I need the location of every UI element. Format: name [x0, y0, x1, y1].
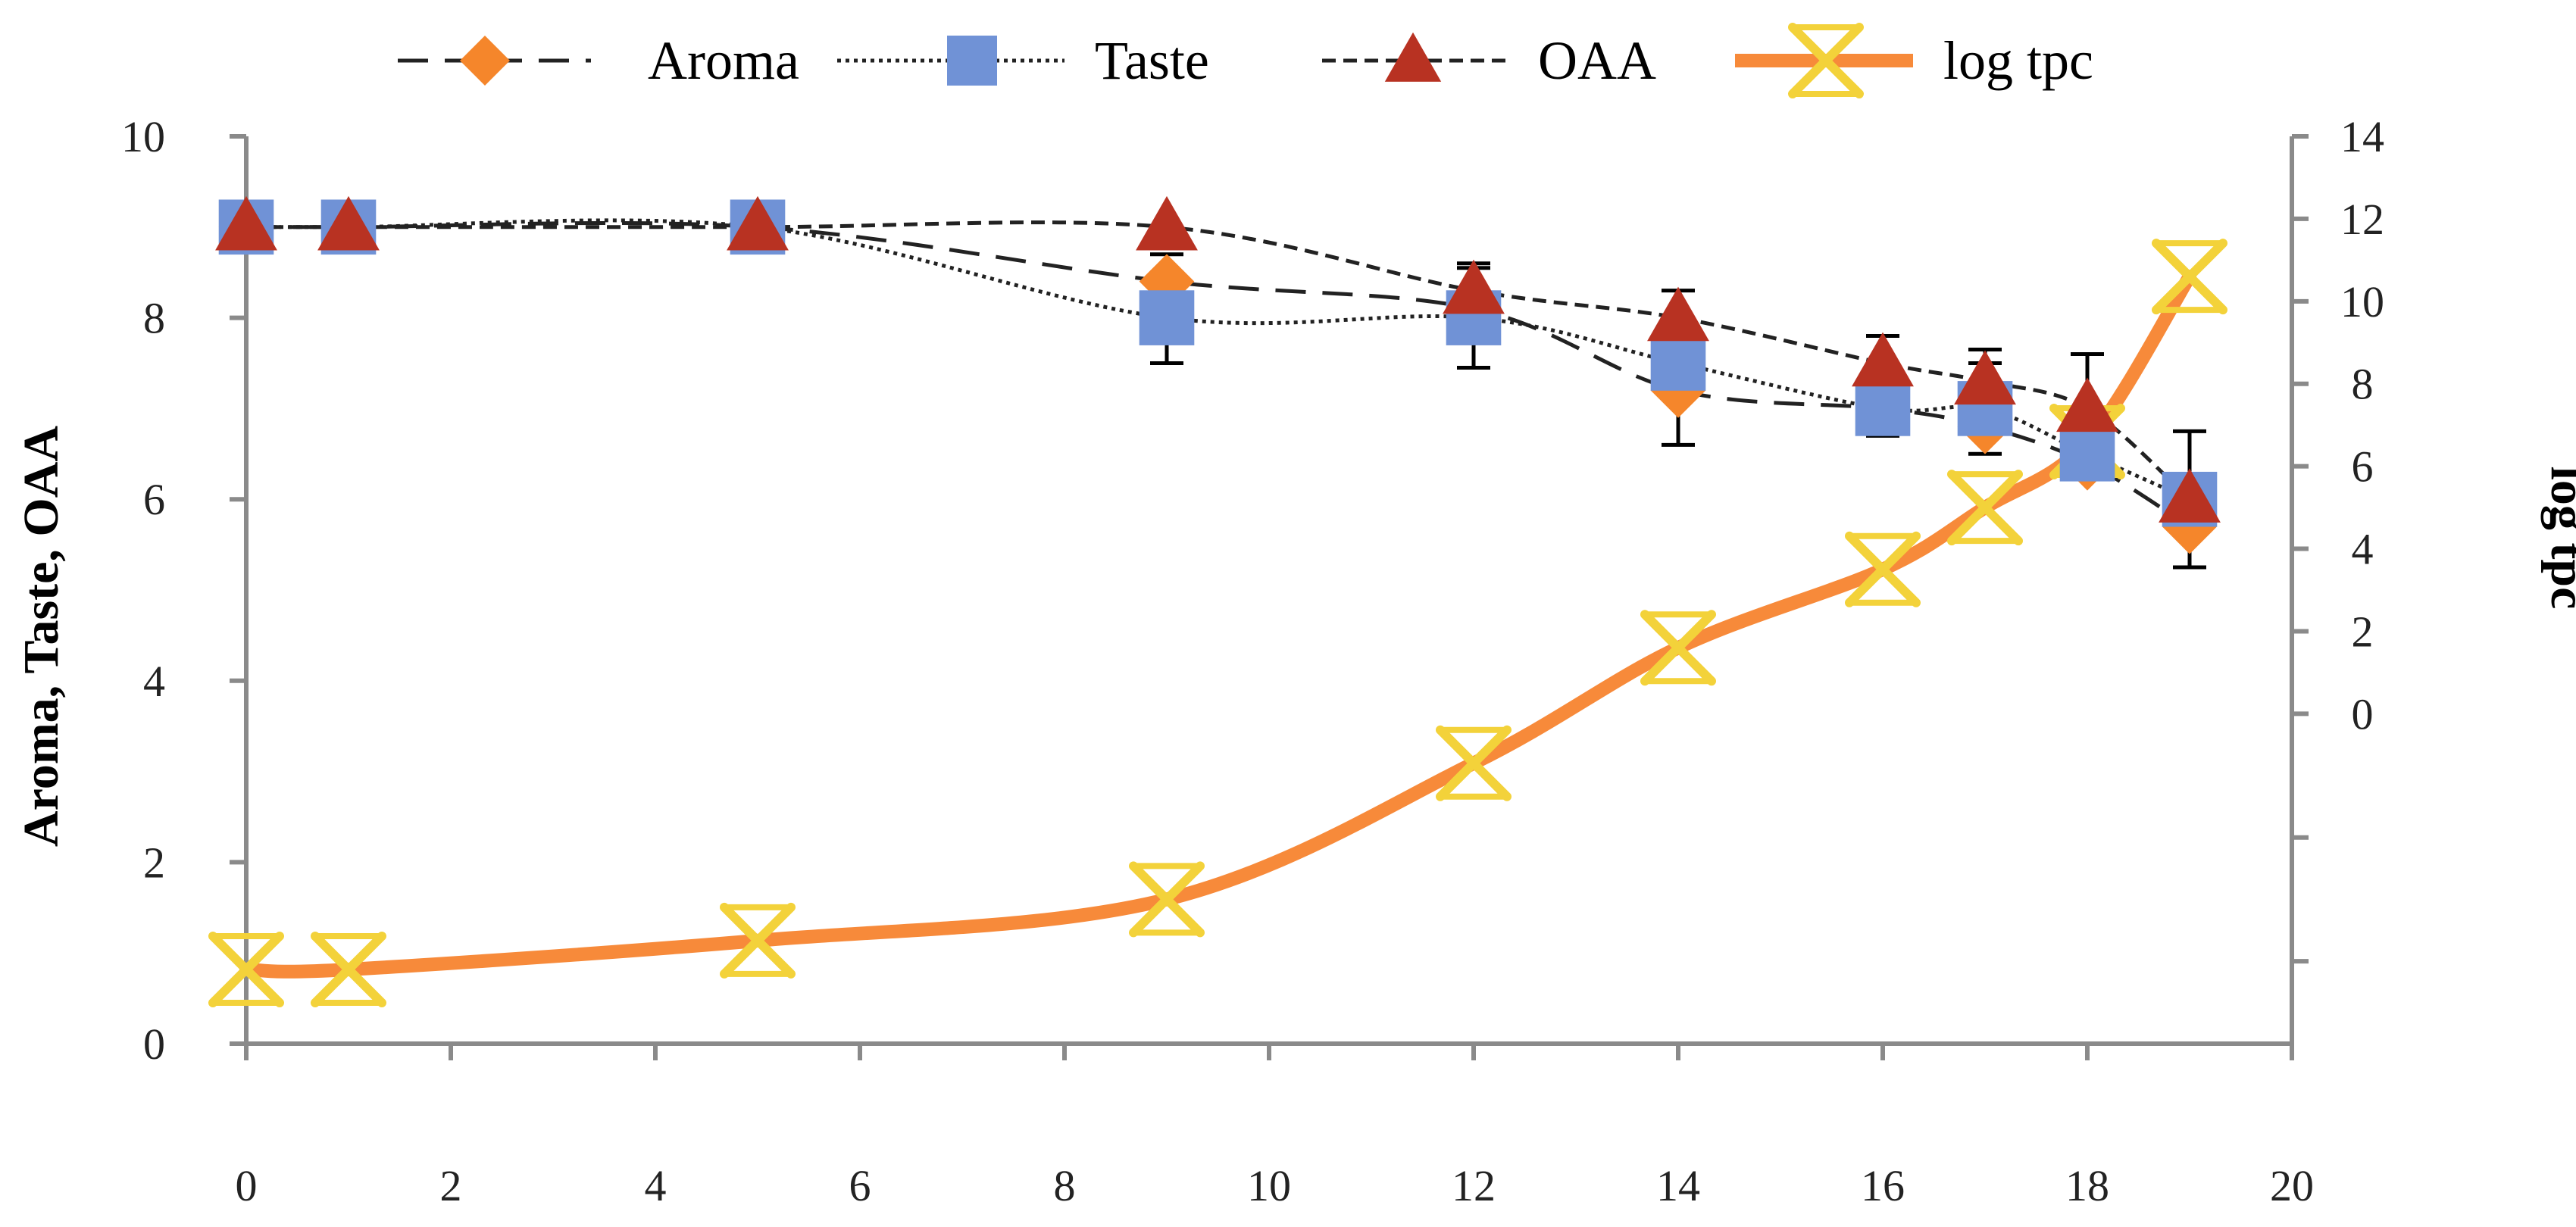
x-stroke: [1845, 531, 1921, 607]
legend-item-taste: Taste: [837, 30, 1209, 91]
x-tick-label: 0: [236, 1161, 258, 1210]
y-left-tick-label: 0: [143, 1019, 165, 1069]
x-stroke: [1947, 470, 2023, 546]
x-tick-label: 14: [1656, 1161, 1700, 1210]
log-tpc-marker: [1788, 23, 1864, 98]
oaa-marker: [1647, 286, 1709, 342]
x-tick-label: 18: [2065, 1161, 2109, 1210]
legend-label: log tpc: [1943, 30, 2093, 91]
x-tick-label: 10: [1247, 1161, 1291, 1210]
x-stroke: [2152, 239, 2227, 315]
oaa-marker: [1443, 259, 1505, 314]
x-tick-label: 12: [1452, 1161, 1496, 1210]
y-right-tick-label: 0: [2352, 689, 2374, 738]
x-tick-label: 8: [1054, 1161, 1076, 1210]
log-tpc-marker: [311, 931, 386, 1007]
legend-label: Aroma: [648, 30, 799, 91]
log-tpc-marker: [1640, 610, 1716, 686]
log-tpc-marker: [1436, 725, 1512, 801]
legend-item-aroma: Aroma: [398, 30, 799, 91]
taste-marker: [2059, 426, 2115, 482]
tick-labels: 0 2 4 6 8 10 12 14 16 18 20 0 2 4 6 8 10 0 2 4 6 8 10 12 14: [121, 112, 2384, 1210]
y-left-tick-label: 4: [143, 657, 165, 706]
x-stroke: [1129, 861, 1205, 938]
y-right-tick-label: 12: [2340, 195, 2384, 244]
y-left-tick-label: 10: [121, 112, 165, 161]
y-left-tick-label: 2: [143, 838, 165, 887]
taste-marker: [1139, 290, 1195, 345]
taste-marker: [947, 36, 997, 86]
y-right-tick-label: 10: [2340, 277, 2384, 326]
x-tick-label: 4: [645, 1161, 667, 1210]
y-right-tick-label: 4: [2352, 525, 2374, 574]
oaa-marker: [727, 195, 789, 251]
legend-label: OAA: [1538, 30, 1656, 91]
taste-marker: [1855, 381, 1911, 436]
x-tick-label: 20: [2270, 1161, 2314, 1210]
oaa-marker: [2056, 377, 2118, 432]
legend: Aroma Taste OAA log tpc: [398, 23, 2093, 98]
axes: [230, 134, 2309, 1060]
y-left-tick-label: 6: [143, 475, 165, 524]
log-tpc-marker: [1845, 531, 1921, 607]
log-tpc-marker: [1947, 470, 2023, 546]
y-axis-left-title: Aroma, Taste, OAA: [14, 426, 69, 847]
y-left-tick-label: 8: [143, 294, 165, 343]
legend-label: Taste: [1095, 30, 1209, 91]
x-tick-label: 2: [440, 1161, 462, 1210]
x-stroke: [1788, 23, 1864, 98]
oaa-marker: [1136, 195, 1198, 251]
oaa-marker: [2159, 468, 2221, 523]
x-stroke: [311, 931, 386, 1007]
log-tpc-marker: [1129, 861, 1205, 938]
plot-area: [208, 195, 2227, 1007]
taste-marker: [1650, 336, 1706, 391]
y-right-tick-label: 6: [2352, 442, 2374, 492]
aroma-marker: [1139, 254, 1195, 309]
aroma-marker: [460, 36, 510, 86]
legend-item-log-tpc: log tpc: [1735, 23, 2093, 98]
x-stroke: [1436, 725, 1512, 801]
x-stroke: [208, 931, 284, 1007]
legend-item-oaa: OAA: [1322, 30, 1656, 91]
x-stroke: [1640, 610, 1716, 686]
log-tpc-marker: [720, 902, 796, 979]
x-tick-label: 16: [1861, 1161, 1905, 1210]
y-right-tick-label: 14: [2340, 112, 2384, 161]
y-right-tick-label: 8: [2352, 360, 2374, 409]
log-tpc-marker: [208, 931, 284, 1007]
y-right-tick-label: 2: [2352, 607, 2374, 656]
oaa-marker: [215, 195, 277, 251]
log-tpc-marker: [2152, 239, 2227, 315]
oaa-marker: [1954, 350, 2016, 405]
oaa-marker: [1852, 332, 1914, 387]
x-stroke: [720, 902, 796, 979]
oaa-marker: [317, 195, 380, 251]
taste-line: [245, 218, 2191, 501]
y-axis-right-title: log tpc: [2540, 467, 2576, 610]
x-tick-label: 6: [849, 1161, 871, 1210]
oaa-marker: [1384, 32, 1442, 82]
